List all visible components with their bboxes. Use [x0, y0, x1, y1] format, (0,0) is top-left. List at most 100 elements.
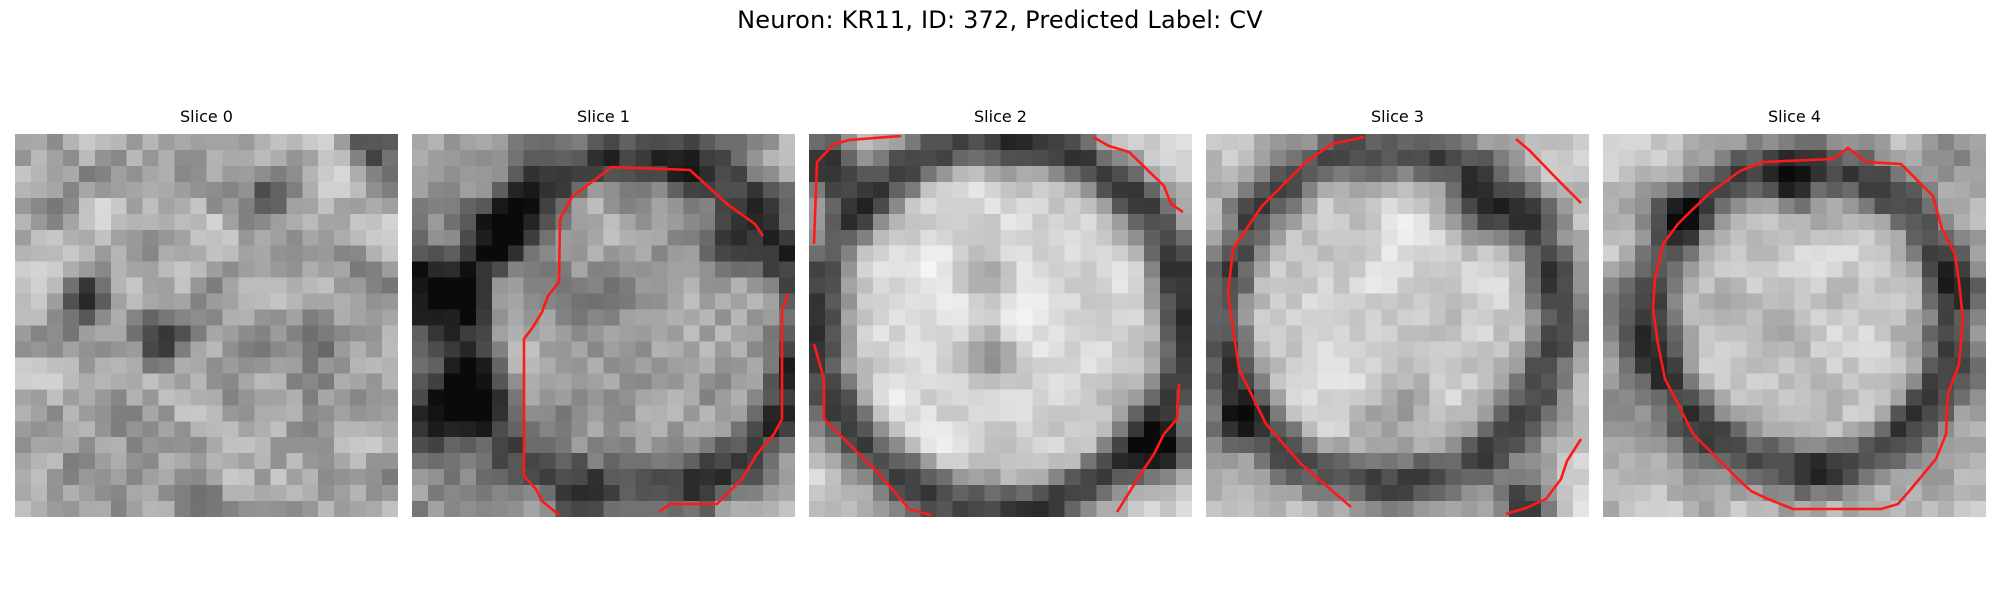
image-pixel — [110, 165, 128, 183]
image-pixel — [968, 134, 986, 151]
image-pixel — [1064, 149, 1081, 167]
image-pixel — [1557, 469, 1574, 486]
image-pixel — [1794, 373, 1812, 390]
image-pixel — [350, 389, 367, 406]
image-pixel — [1842, 165, 1859, 183]
image-pixel — [427, 181, 445, 199]
image-pixel — [1858, 277, 1875, 295]
image-pixel — [1176, 149, 1192, 167]
image-pixel — [635, 245, 652, 263]
image-pixel — [715, 405, 732, 422]
image-pixel — [683, 293, 700, 311]
image-pixel — [302, 165, 319, 183]
image-pixel — [651, 405, 668, 422]
image-pixel — [302, 149, 319, 167]
image-pixel — [1746, 213, 1764, 231]
image-pixel — [1541, 309, 1558, 327]
image-pixel — [302, 485, 319, 502]
image-pixel — [840, 149, 858, 167]
image-pixel — [1048, 165, 1065, 183]
image-pixel — [1826, 197, 1843, 215]
image-pixel — [1746, 373, 1764, 390]
image-pixel — [1317, 437, 1335, 454]
image-pixel — [1666, 309, 1684, 327]
image-pixel — [1618, 341, 1636, 359]
image-pixel — [318, 229, 335, 247]
segmentation-contour — [1651, 146, 1965, 511]
image-pixel — [412, 405, 429, 422]
image-pixel — [888, 149, 906, 167]
image-pixel — [475, 197, 493, 215]
image-pixel — [1016, 245, 1034, 263]
image-pixel — [1032, 373, 1049, 390]
image-pixel — [1112, 389, 1129, 406]
image-pixel — [1032, 197, 1049, 215]
image-pixel — [427, 485, 445, 502]
image-pixel — [731, 389, 748, 406]
image-pixel — [334, 469, 351, 486]
image-pixel — [1557, 405, 1574, 422]
image-pixel — [763, 501, 780, 517]
image-pixel — [555, 357, 573, 374]
image-pixel — [555, 309, 573, 327]
image-pixel — [1746, 229, 1764, 247]
image-pixel — [270, 134, 287, 151]
image-pixel — [1634, 293, 1652, 311]
image-pixel — [587, 213, 605, 231]
image-pixel — [142, 373, 160, 390]
image-pixel — [1349, 213, 1367, 231]
image-pixel — [1112, 325, 1129, 343]
image-pixel — [888, 165, 906, 183]
image-pixel — [46, 469, 64, 486]
image-pixel — [968, 277, 986, 295]
image-pixel — [1634, 245, 1652, 263]
image-pixel — [824, 469, 842, 486]
image-pixel — [238, 469, 255, 486]
image-pixel — [1890, 357, 1907, 374]
image-pixel — [1269, 213, 1287, 231]
image-pixel — [872, 421, 890, 438]
image-pixel — [809, 197, 826, 215]
image-pixel — [1970, 277, 1986, 295]
image-pixel — [856, 245, 874, 263]
image-pixel — [94, 421, 112, 438]
image-pixel — [1890, 421, 1907, 438]
image-pixel — [779, 437, 795, 454]
image-pixel — [1397, 405, 1415, 422]
image-pixel — [1557, 501, 1574, 517]
image-pixel — [1445, 149, 1462, 167]
image-pixel — [603, 134, 621, 151]
image-pixel — [1064, 245, 1081, 263]
image-pixel — [731, 357, 748, 374]
image-pixel — [1810, 149, 1828, 167]
image-pixel — [1461, 453, 1478, 470]
image-pixel — [683, 469, 700, 486]
image-pixel — [731, 469, 748, 486]
image-pixel — [587, 453, 605, 470]
image-pixel — [1445, 309, 1462, 327]
image-pixel — [731, 437, 748, 454]
image-pixel — [1477, 309, 1494, 327]
image-pixel — [302, 293, 319, 311]
image-pixel — [1333, 213, 1351, 231]
image-pixel — [824, 325, 842, 343]
image-pixel — [1032, 341, 1049, 359]
image-pixel — [1541, 181, 1558, 199]
image-pixel — [1000, 357, 1018, 374]
image-pixel — [1493, 405, 1510, 422]
image-pixel — [1682, 229, 1700, 247]
image-pixel — [15, 197, 32, 215]
image-pixel — [94, 293, 112, 311]
image-pixel — [46, 485, 64, 502]
image-pixel — [1080, 469, 1097, 486]
image-pixel — [1413, 277, 1431, 295]
image-pixel — [443, 389, 461, 406]
image-pixel — [174, 469, 192, 486]
image-pixel — [1064, 373, 1081, 390]
image-pixel — [1064, 405, 1081, 422]
image-pixel — [1842, 277, 1859, 295]
image-pixel — [222, 197, 240, 215]
image-pixel — [1096, 309, 1113, 327]
image-pixel — [1714, 134, 1732, 151]
image-pixel — [126, 213, 144, 231]
